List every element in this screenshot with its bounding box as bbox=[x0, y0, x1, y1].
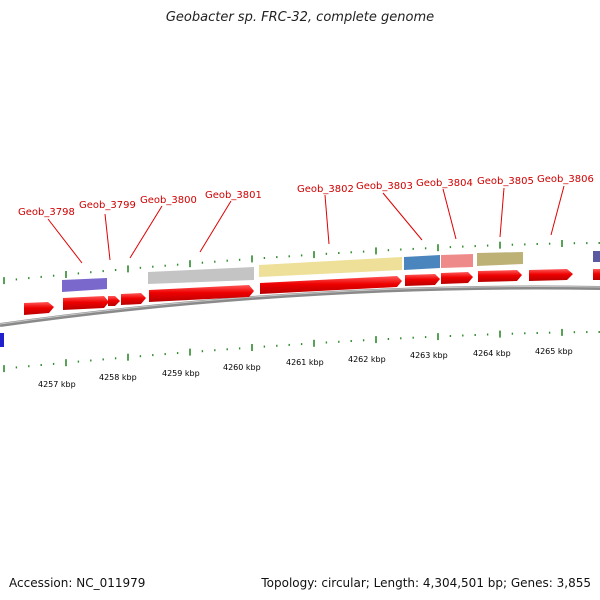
gene-callouts bbox=[47, 185, 565, 264]
scale-label-4260: 4260 kbp bbox=[223, 363, 261, 372]
gene-label-geob-3806: Geob_3806 bbox=[537, 174, 594, 185]
scale-label-4264: 4264 kbp bbox=[473, 349, 511, 358]
gene-label-geob-3804: Geob_3804 bbox=[416, 178, 473, 189]
gene-callout-line bbox=[199, 200, 232, 253]
gene-arrow bbox=[478, 270, 522, 282]
gene-arrow bbox=[121, 293, 146, 305]
forward-gene-track bbox=[24, 269, 600, 315]
scale-label-4265: 4265 kbp bbox=[535, 347, 573, 356]
scale-label-4261: 4261 kbp bbox=[286, 358, 324, 367]
gene-arrow bbox=[405, 274, 440, 286]
gene-arrow bbox=[149, 285, 254, 302]
gene-callout-line bbox=[382, 192, 423, 241]
gene-callout-line bbox=[442, 188, 457, 240]
gene-label-geob-3801: Geob_3801 bbox=[205, 190, 262, 201]
gene-callout-line bbox=[324, 194, 330, 245]
cog-block bbox=[62, 278, 107, 292]
gene-arrow bbox=[63, 296, 109, 310]
gene-label-geob-3803: Geob_3803 bbox=[356, 181, 413, 192]
edge-marker bbox=[0, 333, 4, 347]
gene-callout-line bbox=[129, 205, 163, 259]
gene-arrow bbox=[108, 296, 120, 306]
gene-callout-line bbox=[47, 218, 83, 264]
gene-label-geob-3805: Geob_3805 bbox=[477, 176, 534, 187]
gene-arrow bbox=[260, 276, 402, 294]
gene-label-geob-3802: Geob_3802 bbox=[297, 184, 354, 195]
cog-block bbox=[477, 252, 523, 266]
gene-arrow bbox=[441, 272, 473, 284]
genome-summary: Topology: circular; Length: 4,304,501 bp… bbox=[261, 576, 591, 590]
scale-label-4257: 4257 kbp bbox=[38, 380, 76, 389]
gene-arrow bbox=[24, 302, 54, 315]
gene-arrow bbox=[529, 269, 573, 281]
outer-tick-row bbox=[3, 240, 600, 285]
gene-callout-line bbox=[550, 185, 565, 236]
gene-arrow bbox=[593, 269, 600, 280]
map-title: Geobacter sp. FRC-32, complete genome bbox=[165, 10, 435, 25]
accession-text: Accession: NC_011979 bbox=[9, 576, 146, 590]
cog-track bbox=[62, 251, 600, 292]
scale-label-4262: 4262 kbp bbox=[348, 355, 386, 364]
gene-callout-line bbox=[104, 213, 111, 261]
cog-block bbox=[441, 254, 473, 268]
inner-tick-row bbox=[3, 328, 600, 373]
cog-block bbox=[404, 255, 440, 270]
gene-label-geob-3799: Geob_3799 bbox=[79, 200, 136, 211]
genome-backbone-highlight bbox=[0, 285, 600, 325]
gene-label-geob-3798: Geob_3798 bbox=[18, 207, 75, 218]
genome-backbone bbox=[0, 285, 600, 327]
gene-callout-line bbox=[499, 187, 505, 238]
gene-label-geob-3800: Geob_3800 bbox=[140, 195, 197, 206]
scale-label-4258: 4258 kbp bbox=[99, 373, 137, 382]
scale-label-4259: 4259 kbp bbox=[162, 369, 200, 378]
cog-block bbox=[148, 267, 254, 284]
cog-block bbox=[593, 251, 600, 262]
cog-block bbox=[259, 257, 402, 277]
scale-label-4263: 4263 kbp bbox=[410, 351, 448, 360]
